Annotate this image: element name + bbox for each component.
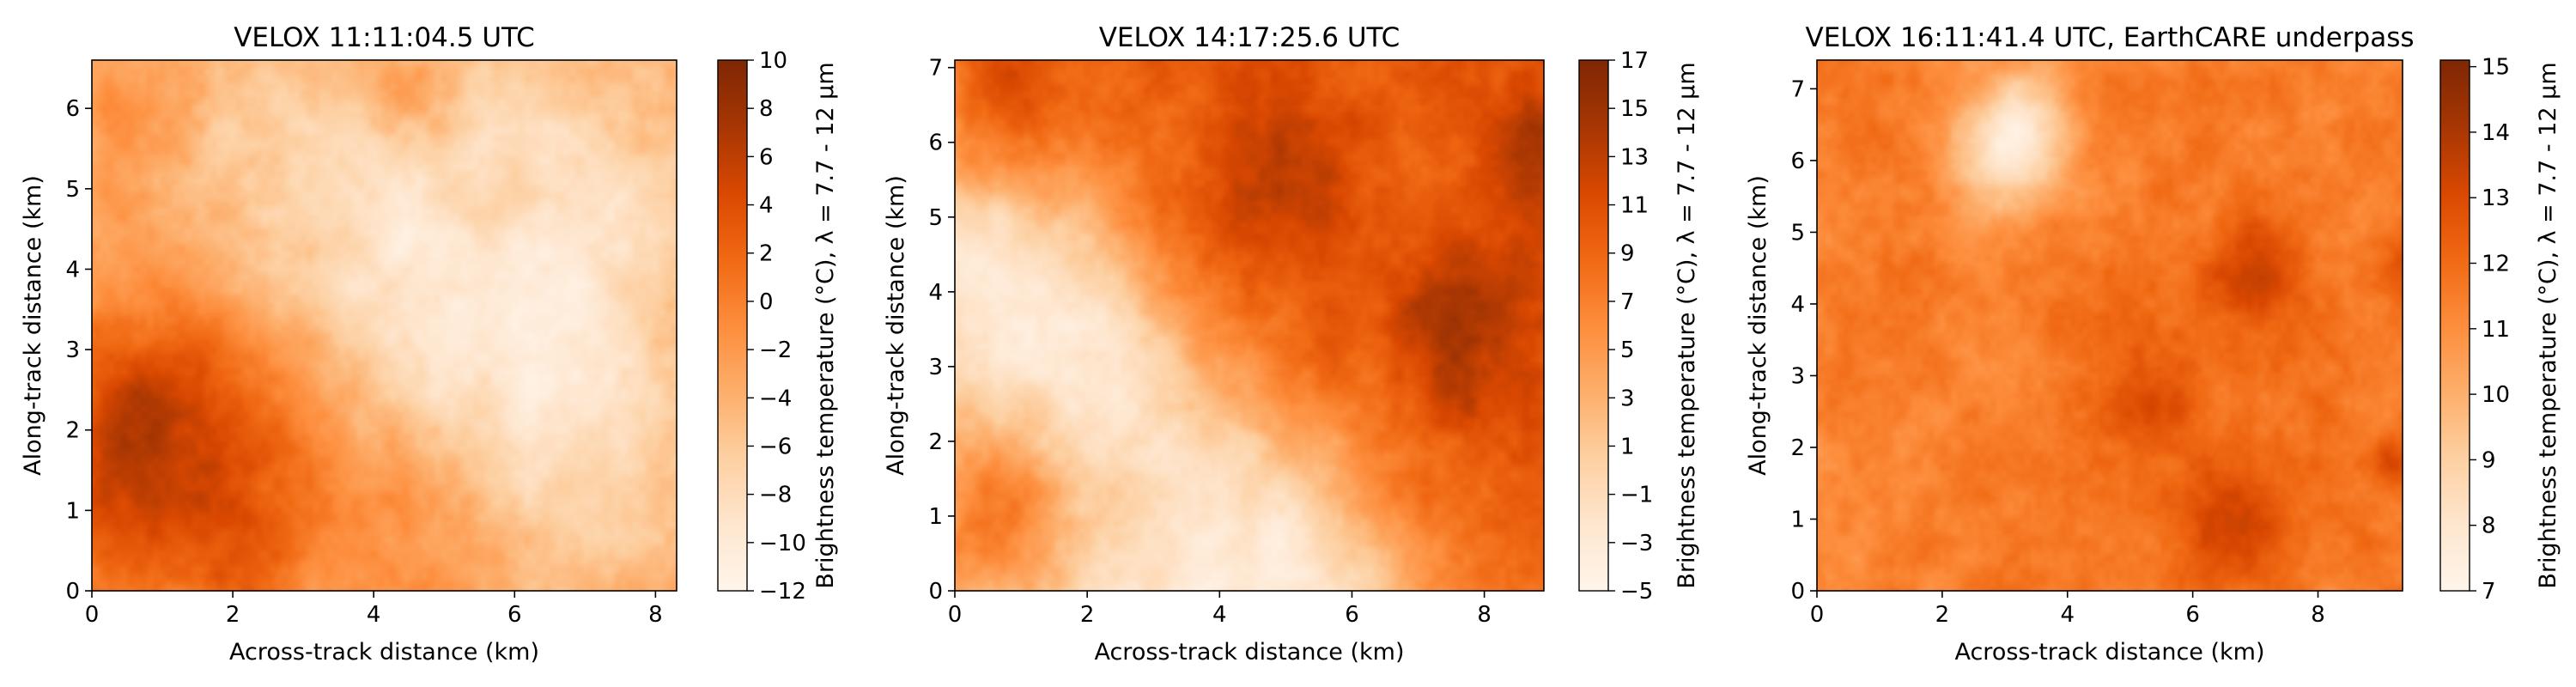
x-tick-label: 4 [2060, 602, 2075, 628]
colorbar-tick-label: −4 [759, 386, 792, 411]
heatmap-image [955, 60, 1544, 591]
colorbar [717, 59, 748, 592]
y-tick-label: 7 [928, 56, 943, 82]
y-tick-label: 6 [1790, 149, 1805, 174]
x-tick-label: 0 [1810, 602, 1825, 628]
axes-frame [1816, 59, 2403, 592]
y-tick-label: 6 [928, 131, 943, 156]
colorbar-tick-label: 17 [1620, 48, 1649, 74]
colorbar-tick-label: 1 [1620, 434, 1635, 459]
colorbar-tick-label: 5 [1620, 337, 1635, 363]
y-tick-label: 0 [1790, 579, 1805, 605]
y-tick-label: 0 [65, 579, 80, 605]
x-tick-label: 2 [226, 602, 240, 628]
colorbar-tick-label: −1 [1620, 483, 1653, 508]
colorbar-tick-label: 10 [2482, 382, 2510, 408]
y-tick-label: 2 [928, 429, 943, 455]
y-tick-label: 4 [1790, 292, 1805, 318]
x-tick-label: 8 [2311, 602, 2325, 628]
colorbar-label: Brightness temperature (°C), λ = 7.7 - 1… [812, 62, 839, 588]
colorbar-tick-label: −6 [759, 434, 792, 459]
x-tick-label: 8 [648, 602, 663, 628]
colorbar-label: Brightness temperature (°C), λ = 7.7 - 1… [1674, 62, 1700, 588]
x-tick-label: 6 [1345, 602, 1359, 628]
chart-title: VELOX 11:11:04.5 UTC [234, 22, 535, 53]
colorbar-tick-label: 15 [2482, 55, 2510, 81]
chart-title: VELOX 16:11:41.4 UTC, EarthCARE underpas… [1805, 22, 2414, 53]
heatmap-image [1817, 60, 2403, 591]
y-tick-label: 5 [65, 177, 80, 203]
colorbar-tick-label: 6 [759, 144, 774, 170]
colorbar-tick-label: 10 [759, 48, 787, 74]
y-axis-label: Along-track distance (km) [1745, 175, 1771, 476]
colorbar-tick-label: −10 [759, 531, 806, 556]
y-tick-label: 2 [1790, 435, 1805, 461]
colorbar-tick-label: 3 [1620, 386, 1635, 411]
heatmap-image [92, 60, 677, 591]
x-tick-label: 2 [1935, 602, 1950, 628]
y-tick-label: 6 [65, 96, 80, 122]
y-tick-label: 5 [928, 205, 943, 231]
axes-frame [954, 59, 1545, 592]
y-tick-label: 3 [1790, 363, 1805, 389]
colorbar-tick-label: 8 [2482, 514, 2496, 539]
chart-title: VELOX 14:17:25.6 UTC [1099, 22, 1400, 53]
colorbar-tick-label: 11 [1620, 193, 1649, 219]
y-axis-label: Along-track distance (km) [883, 175, 909, 476]
colorbar-tick-label: 7 [2482, 579, 2496, 605]
colorbar-tick-label: 7 [1620, 289, 1635, 315]
y-tick-label: 7 [1790, 76, 1805, 102]
y-axis-label: Along-track distance (km) [20, 175, 46, 476]
y-tick-label: 3 [65, 337, 80, 363]
colorbar-tick-label: 4 [759, 193, 774, 219]
colorbar-tick-label: 2 [759, 241, 774, 267]
y-tick-label: 4 [65, 257, 80, 283]
y-tick-label: 3 [928, 355, 943, 380]
y-tick-label: 2 [65, 418, 80, 444]
x-tick-label: 2 [1080, 602, 1095, 628]
colorbar-tick-label: −3 [1620, 531, 1653, 556]
colorbar-tick-label: −2 [759, 337, 792, 363]
colorbar-tick-label: 9 [1620, 241, 1635, 267]
panel-2: VELOX 14:17:25.6 UTC 0 2 4 6 8 0 1 2 3 4 5 6 7 Across-… [883, 22, 1700, 666]
x-axis-label: Across-track distance (km) [1094, 639, 1404, 666]
colorbar-tick-label: 9 [2482, 447, 2496, 473]
colorbar-tick-label: 0 [759, 289, 774, 315]
y-tick-label: 4 [928, 280, 943, 306]
x-tick-label: 0 [85, 602, 100, 628]
x-tick-label: 6 [2185, 602, 2200, 628]
colorbar-tick-label: 11 [2482, 317, 2510, 343]
axes-frame [91, 59, 677, 592]
colorbar [1578, 59, 1609, 592]
y-tick-label: 1 [928, 504, 943, 530]
colorbar-label: Brightness temperature (°C), λ = 7.7 - 1… [2535, 62, 2561, 588]
colorbar-tick-label: −12 [759, 579, 806, 605]
colorbar-tick-label: 13 [2482, 185, 2510, 211]
colorbar-tick-label: 15 [1620, 96, 1649, 122]
colorbar-tick-label: −5 [1620, 579, 1653, 605]
x-tick-label: 0 [948, 602, 963, 628]
x-tick-label: 6 [507, 602, 522, 628]
colorbar-tick-label: 13 [1620, 144, 1649, 170]
colorbar-tick-label: −8 [759, 483, 792, 508]
colorbar-tick-label: 8 [759, 96, 774, 122]
x-axis-label: Across-track distance (km) [229, 639, 539, 666]
colorbar-tick-label: 12 [2482, 252, 2510, 277]
y-tick-label: 0 [928, 579, 943, 605]
y-tick-label: 1 [1790, 507, 1805, 532]
x-tick-label: 4 [367, 602, 381, 628]
x-tick-label: 8 [1477, 602, 1492, 628]
panel-3: VELOX 16:11:41.4 UTC, EarthCARE underpas… [1745, 22, 2561, 666]
x-tick-label: 4 [1212, 602, 1227, 628]
y-tick-label: 5 [1790, 220, 1805, 246]
y-tick-label: 1 [65, 498, 80, 524]
colorbar-tick-label: 14 [2482, 120, 2510, 146]
colorbar [2439, 59, 2470, 592]
x-axis-label: Across-track distance (km) [1954, 639, 2264, 666]
panel-1: VELOX 11:11:04.5 UTC 0 2 4 6 8 0 1 2 3 4 5 6 Across-t… [20, 22, 839, 666]
